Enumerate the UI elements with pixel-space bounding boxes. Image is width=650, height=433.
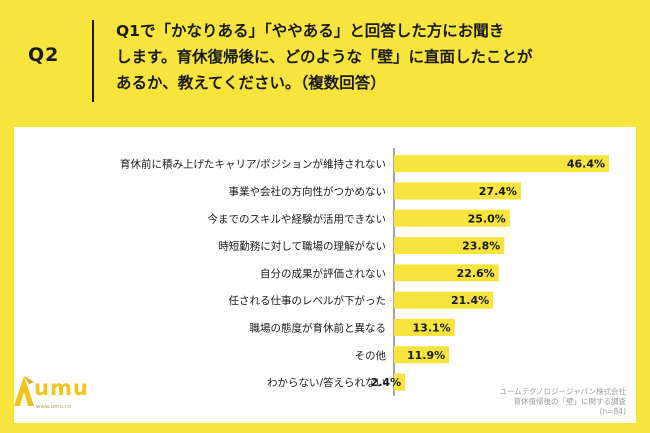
logo-url: www.umu.co [36, 404, 72, 410]
chart-panel: 育休前に積み上げたキャリア/ポジションが維持されない 46.4% 事業や会社の方向性… [14, 127, 636, 423]
category-label: 今までのスキルや経験が活用できない [208, 212, 387, 225]
source-footnote: ユームテクノロジージャパン株式会社 育休復帰後の「壁」に関する調査 (n=84) [499, 387, 626, 417]
bar [394, 155, 609, 173]
bar [394, 182, 521, 200]
umu-logo: umu www.umu.co [12, 370, 102, 420]
category-label: その他 [355, 349, 387, 362]
logo-mark-icon [14, 376, 34, 406]
value-label: 25.0% [468, 212, 506, 225]
value-label: 11.9% [407, 349, 445, 362]
question-text: Q1で「かなりある」「ややある」と回答した方にお聞き します。育休復帰後に、どの… [116, 18, 626, 96]
bar [394, 209, 510, 227]
bar [394, 318, 455, 336]
logo-wordmark: umu [34, 376, 89, 400]
question-line-3: あるか、教えてください。（複数回答） [116, 74, 386, 92]
source-survey: 育休復帰後の「壁」に関する調査 [513, 397, 627, 406]
bar [394, 264, 499, 282]
source-company: ユームテクノロジージャパン株式会社 [499, 387, 626, 396]
category-label: 事業や会社の方向性がつかめない [229, 185, 387, 198]
value-label: 22.6% [457, 267, 495, 280]
question-line-1: Q1で「かなりある」「ややある」と回答した方にお聞き [116, 22, 505, 40]
bar [394, 237, 505, 255]
value-label: 27.4% [479, 185, 517, 198]
bar-chart: 育休前に積み上げたキャリア/ポジションが維持されない 46.4% 事業や会社の方向性… [120, 148, 609, 396]
category-label: 育休前に積み上げたキャリア/ポジションが維持されない [120, 158, 386, 171]
category-label: 時短勤務に対して職場の理解がない [218, 240, 386, 253]
bar [394, 346, 450, 364]
bar [394, 291, 494, 309]
question-number: Q2 [28, 44, 60, 66]
category-label: 職場の態度が育休前と異なる [250, 321, 387, 334]
category-label: 自分の成果が評価されない [260, 267, 386, 280]
value-label: 2.4% [371, 376, 402, 389]
question-divider [92, 20, 94, 102]
question-line-2: します。育休復帰後に、どのような「壁」に直面したことが [116, 48, 533, 66]
value-label: 21.4% [451, 294, 489, 307]
category-label: 任される仕事のレベルが下がった [229, 294, 387, 307]
value-label: 23.8% [462, 240, 500, 253]
value-label: 46.4% [567, 158, 605, 171]
category-label: わからない/答えられない [267, 376, 386, 389]
sample-size: (n=84) [599, 407, 626, 416]
value-label: 13.1% [413, 321, 451, 334]
bar [394, 373, 406, 391]
